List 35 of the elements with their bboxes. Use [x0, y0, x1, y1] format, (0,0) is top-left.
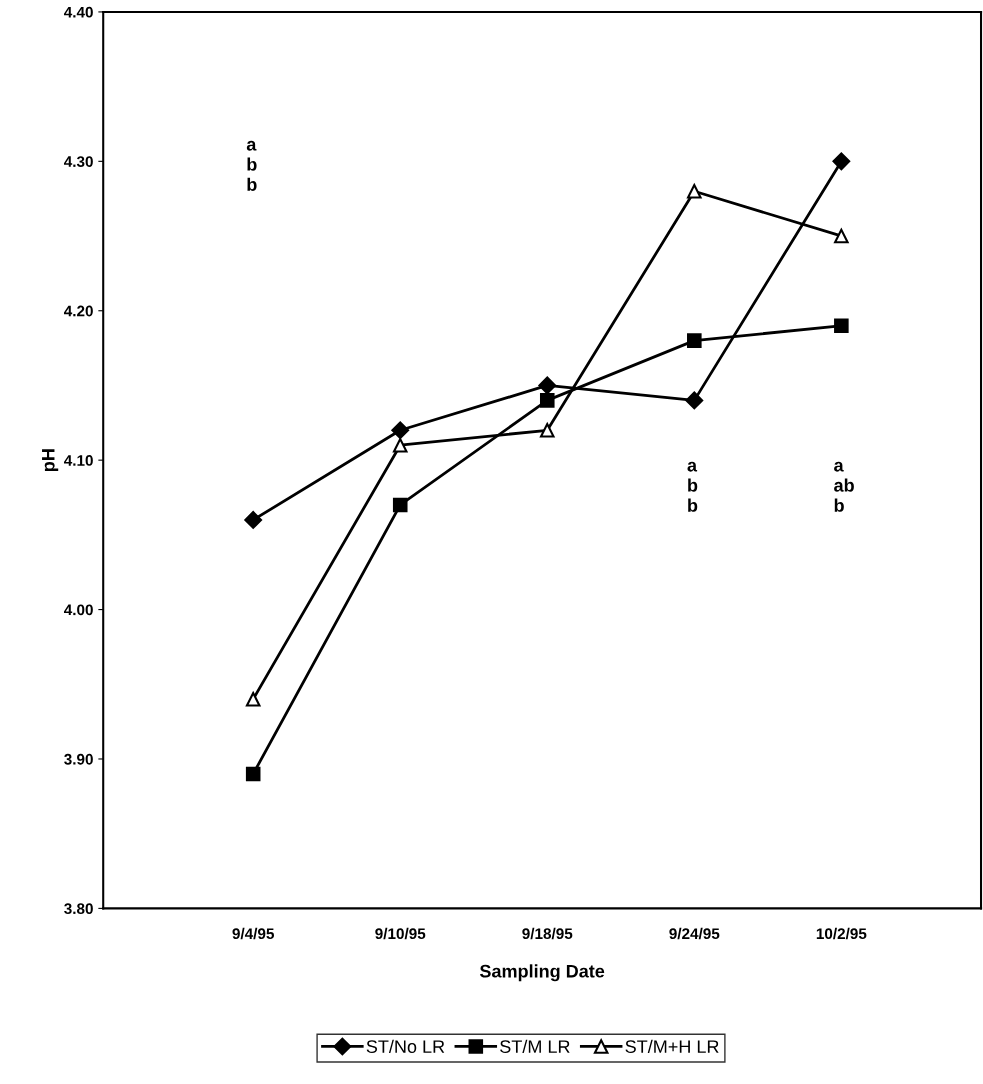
point: [538, 376, 557, 395]
y-tick-label: 4.30: [63, 156, 93, 168]
annotation: a b b: [687, 461, 698, 512]
y-axis-title: pH: [42, 449, 59, 471]
point: [245, 691, 261, 707]
x-tick-label: 9/10/95: [375, 927, 426, 940]
y-tick-label: 4.20: [63, 305, 93, 317]
legend-label: ST/M LR: [500, 1039, 570, 1053]
legend-label: ST/No LR: [366, 1039, 445, 1053]
x-tick-label: 9/4/95: [232, 927, 275, 940]
y-tick-label: 3.90: [64, 753, 93, 765]
x-axis-title: Sampling Date: [479, 964, 605, 982]
point: [245, 766, 261, 782]
point: [392, 497, 408, 513]
point: [832, 152, 851, 171]
annotation: a ab b: [834, 461, 854, 512]
x-tick-label: 9/24/95: [669, 927, 720, 940]
x-tick-label: 9/18/95: [522, 927, 573, 940]
point: [834, 318, 849, 333]
point: [685, 391, 704, 410]
point: [687, 333, 702, 348]
legend-label: ST/M+H LR: [625, 1039, 719, 1053]
point: [834, 228, 849, 244]
point: [687, 183, 702, 199]
point: [392, 437, 408, 453]
y-tick-label: 3.80: [64, 903, 93, 915]
point: [539, 422, 555, 438]
x-tick-label: 10/2/95: [816, 927, 867, 940]
y-tick-label: 4.00: [63, 604, 93, 616]
y-tick-label: 4.10: [63, 455, 93, 466]
annotation: a b b: [246, 140, 257, 191]
y-tick-label: 4.40: [63, 6, 93, 18]
point: [539, 393, 555, 408]
point: [244, 511, 263, 529]
point: [391, 421, 410, 440]
